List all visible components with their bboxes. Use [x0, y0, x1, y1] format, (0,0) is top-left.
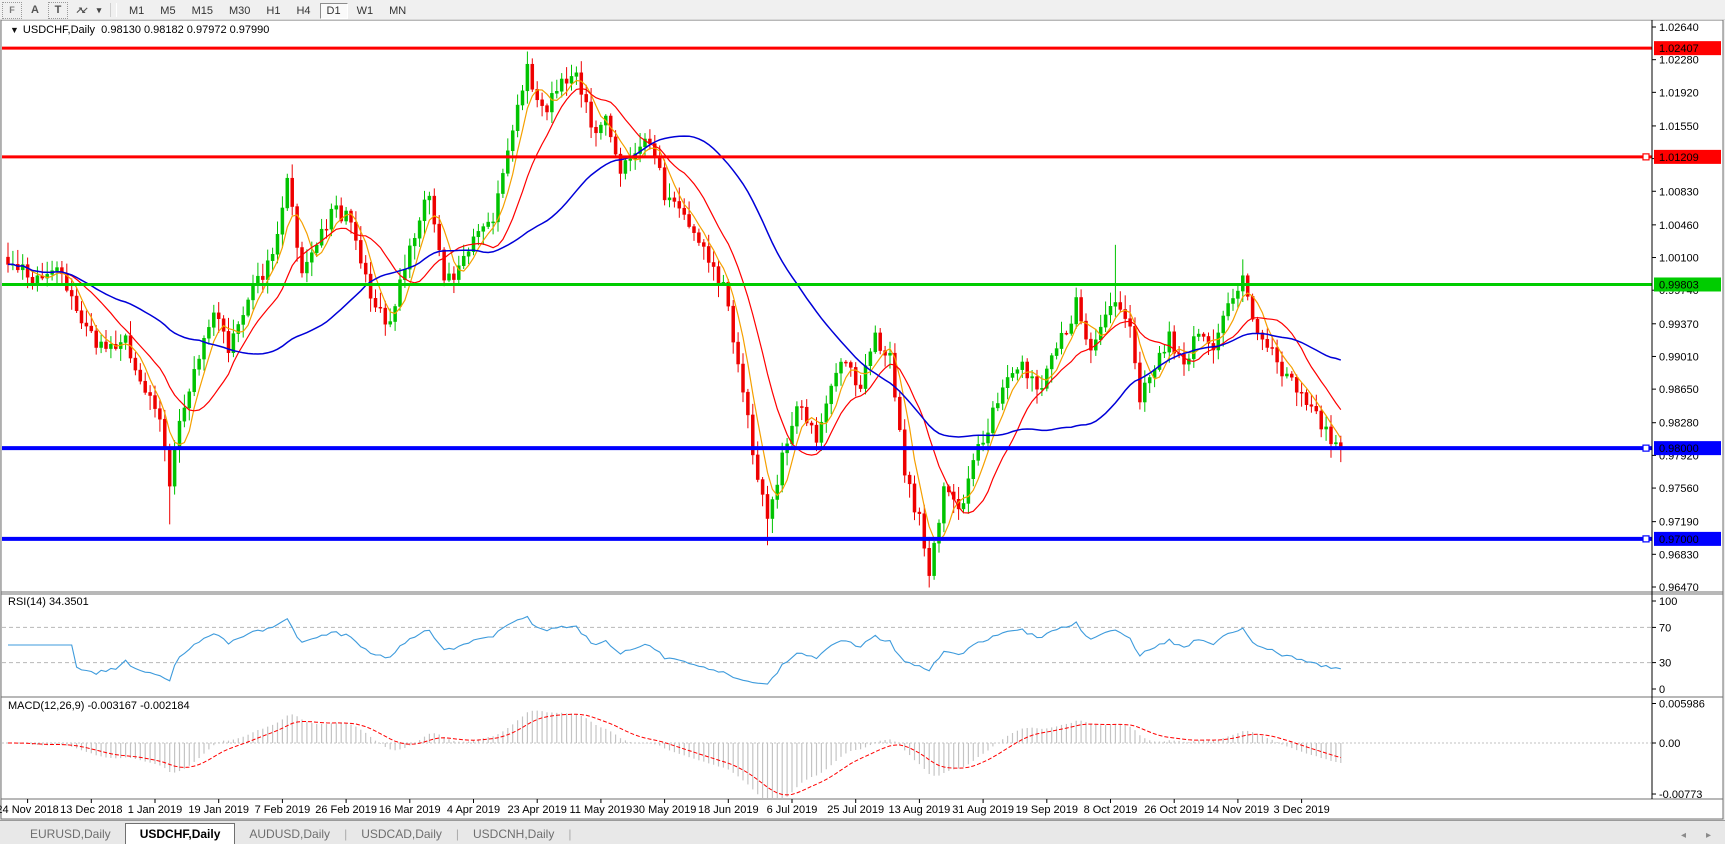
- svg-text:1.00830: 1.00830: [1659, 186, 1699, 198]
- svg-text:1.00100: 1.00100: [1659, 253, 1699, 265]
- svg-text:24 Nov 2018: 24 Nov 2018: [0, 804, 59, 816]
- svg-text:1 Jan 2019: 1 Jan 2019: [128, 804, 182, 816]
- svg-text:0.97000: 0.97000: [1659, 534, 1699, 546]
- timeframe-button-mn[interactable]: MN: [389, 4, 407, 17]
- svg-text:19 Sep 2019: 19 Sep 2019: [1016, 804, 1078, 816]
- chart-tab-bar: EURUSD,Daily USDCHF,Daily AUDUSD,Daily | USD…: [0, 820, 1725, 844]
- text-label-icon[interactable]: A: [31, 4, 39, 17]
- svg-text:0.98280: 0.98280: [1659, 418, 1699, 430]
- svg-text:30 May 2019: 30 May 2019: [633, 804, 697, 816]
- timeframe-buttons: M1 M5 M15 M30 H1 H4 D1 W1 MN: [121, 1, 414, 19]
- svg-text:3 Dec 2019: 3 Dec 2019: [1273, 804, 1329, 816]
- svg-text:0.98000: 0.98000: [1659, 443, 1699, 455]
- date-axis: 24 Nov 2018 13 Dec 2018 1 Jan 2019 19 Jan 2…: [0, 799, 1330, 816]
- toolbar-icons: F A T ↗↙ ▾: [0, 0, 106, 19]
- svg-text:13 Dec 2018: 13 Dec 2018: [60, 804, 122, 816]
- price-axis: 1.026401.022801.019201.015501.011901.008…: [1652, 22, 1721, 594]
- svg-text:100: 100: [1659, 596, 1677, 608]
- svg-text:1.02640: 1.02640: [1659, 22, 1699, 34]
- svg-text:26 Feb 2019: 26 Feb 2019: [315, 804, 377, 816]
- svg-text:1.01550: 1.01550: [1659, 121, 1699, 133]
- svg-text:6 Jul 2019: 6 Jul 2019: [767, 804, 818, 816]
- chart-title: ▼ USDCHF,Daily 0.98130 0.98182 0.97972 0.…: [10, 24, 269, 36]
- tab-separator: |: [455, 827, 459, 841]
- svg-text:1.02407: 1.02407: [1659, 43, 1699, 55]
- tab-usdchf[interactable]: USDCHF,Daily: [124, 823, 236, 844]
- svg-text:11 May 2019: 11 May 2019: [570, 804, 633, 816]
- timeframe-button-m1[interactable]: M1: [129, 4, 145, 17]
- toolbar-grip: [110, 2, 117, 17]
- svg-text:1.00460: 1.00460: [1659, 220, 1699, 232]
- svg-text:0.97560: 0.97560: [1659, 483, 1699, 495]
- tabs: EURUSD,Daily USDCHF,Daily AUDUSD,Daily | USD…: [16, 823, 571, 844]
- toolbar: F A T ↗↙ ▾ M1 M5 M15 M30 H1 H4 D1 W1 MN: [0, 0, 1725, 20]
- svg-text:16 Mar 2019: 16 Mar 2019: [379, 804, 441, 816]
- svg-text:0.96830: 0.96830: [1659, 549, 1699, 561]
- svg-text:13 Aug 2019: 13 Aug 2019: [889, 804, 951, 816]
- svg-text:26 Oct 2019: 26 Oct 2019: [1144, 804, 1204, 816]
- svg-text:31 Aug 2019: 31 Aug 2019: [952, 804, 1014, 816]
- tab-audusd[interactable]: AUDUSD,Daily: [249, 827, 331, 841]
- svg-text:8 Oct 2019: 8 Oct 2019: [1084, 804, 1138, 816]
- macd-axis: 0.005986 0.00 -0.00773: [1652, 698, 1705, 801]
- tab-separator: |: [344, 827, 348, 841]
- timeframe-button-m5[interactable]: M5: [160, 4, 176, 17]
- svg-text:23 Apr 2019: 23 Apr 2019: [508, 804, 567, 816]
- svg-text:0.99370: 0.99370: [1659, 319, 1699, 331]
- svg-text:0.98650: 0.98650: [1659, 384, 1699, 396]
- svg-text:1.01920: 1.01920: [1659, 87, 1699, 99]
- tab-separator: |: [568, 827, 572, 841]
- timeframe-button-m15[interactable]: M15: [191, 4, 213, 17]
- tab-eurusd[interactable]: EURUSD,Daily: [30, 827, 111, 841]
- macd-indicator-label: MACD(12,26,9) -0.003167 -0.002184: [8, 700, 190, 712]
- chart-dropdown-icon[interactable]: ▼: [10, 25, 19, 35]
- tab-scroll-left-icon[interactable]: ◂: [1680, 830, 1686, 841]
- chart-title-symbol: USDCHF,Daily: [22, 24, 96, 36]
- tab-usdcad[interactable]: USDCAD,Daily: [361, 827, 442, 841]
- horizontal-level-lines[interactable]: [2, 46, 1652, 543]
- tab-scroll-right-icon[interactable]: ▸: [1705, 830, 1711, 841]
- rsi-indicator-label: RSI(14) 34.3501: [8, 596, 89, 608]
- timeframe-button-m30[interactable]: M30: [228, 4, 251, 17]
- svg-text:0.005986: 0.005986: [1659, 698, 1705, 710]
- svg-text:0.97190: 0.97190: [1659, 517, 1699, 529]
- svg-text:70: 70: [1659, 622, 1671, 634]
- timeframe-button-h4[interactable]: H4: [296, 4, 311, 17]
- text-box-icon[interactable]: T: [48, 1, 68, 19]
- svg-text:14 Nov 2019: 14 Nov 2019: [1207, 804, 1269, 816]
- svg-text:-0.00773: -0.00773: [1659, 789, 1702, 801]
- tab-usdcnh[interactable]: USDCNH,Daily: [473, 827, 555, 841]
- fibo-grid-icon[interactable]: F: [2, 1, 22, 19]
- arrows-icon[interactable]: ↗↙: [75, 5, 88, 16]
- svg-text:0.96470: 0.96470: [1659, 582, 1699, 594]
- dropdown-caret-icon[interactable]: ▾: [96, 5, 102, 16]
- svg-text:0.99803: 0.99803: [1659, 279, 1699, 291]
- svg-text:0: 0: [1659, 684, 1665, 696]
- svg-text:18 Jun 2019: 18 Jun 2019: [698, 804, 759, 816]
- rsi-axis: 100 70 30 0: [1652, 596, 1677, 696]
- svg-text:19 Jan 2019: 19 Jan 2019: [188, 804, 249, 816]
- moving-average-lines: [7, 79, 1342, 542]
- timeframe-button-h1[interactable]: H1: [266, 4, 281, 17]
- svg-text:0.99010: 0.99010: [1659, 351, 1699, 363]
- timeframe-button-d1[interactable]: D1: [319, 2, 348, 19]
- svg-text:1.02280: 1.02280: [1659, 55, 1699, 67]
- rsi-panel: [2, 615, 1651, 685]
- svg-text:25 Jul 2019: 25 Jul 2019: [827, 804, 884, 816]
- chart-title-quotes: 0.98130 0.98182 0.97972 0.97990: [101, 24, 270, 36]
- macd-panel: [2, 710, 1651, 798]
- timeframe-button-w1[interactable]: W1: [356, 4, 374, 17]
- svg-text:0.00: 0.00: [1659, 738, 1680, 750]
- svg-text:30: 30: [1659, 658, 1671, 670]
- svg-text:1.01209: 1.01209: [1659, 152, 1699, 164]
- svg-text:4 Apr 2019: 4 Apr 2019: [447, 804, 500, 816]
- svg-text:7 Feb 2019: 7 Feb 2019: [255, 804, 311, 816]
